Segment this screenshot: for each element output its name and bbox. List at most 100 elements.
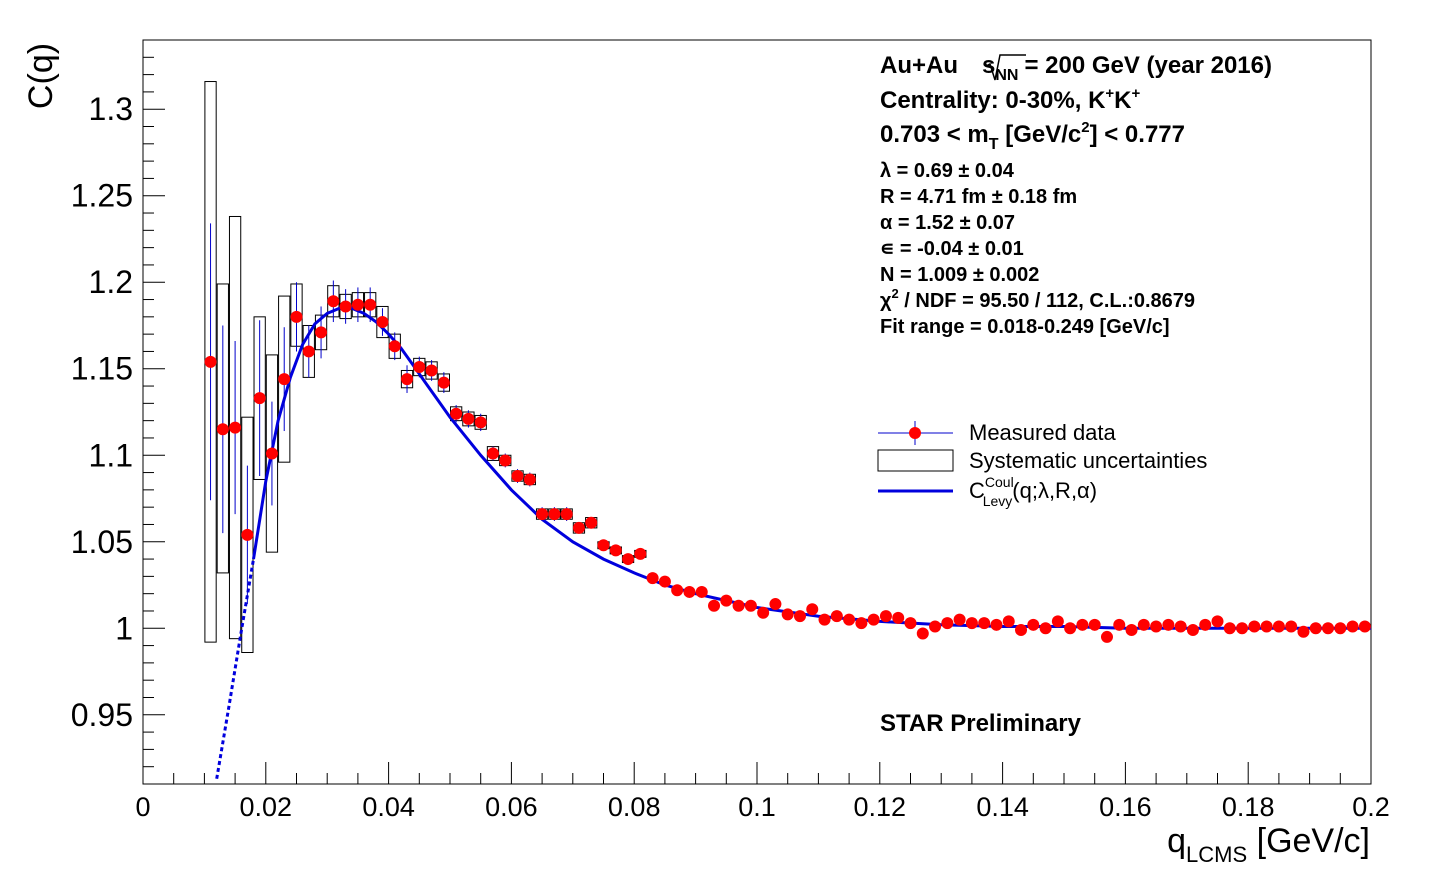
- data-point: [879, 610, 892, 623]
- plot-frame: [142, 39, 1372, 785]
- data-point: [658, 575, 671, 588]
- star-preliminary-label: STAR Preliminary: [880, 710, 1082, 737]
- x-tick-label: 0.1: [738, 792, 776, 822]
- sqrt-symbol: [985, 54, 1026, 81]
- data-point: [708, 599, 721, 612]
- x-tick-label: 0.2: [1352, 792, 1390, 822]
- axes: 0.95 1 1.05 1.1 1.15 1.2 1.25 1.3 0 0.02 0.04 0.06 0…: [71, 39, 1390, 822]
- data-point: [1236, 622, 1249, 635]
- data-point: [216, 423, 229, 436]
- data-point: [511, 470, 524, 483]
- legend-label-systematic: Systematic uncertainties: [969, 448, 1207, 473]
- data-point: [1346, 620, 1359, 633]
- data-point: [1211, 615, 1224, 628]
- fit-curve: [215, 306, 1371, 780]
- data-point: [1186, 624, 1199, 637]
- legend-systematic-box: [877, 449, 954, 472]
- data-point: [388, 340, 401, 353]
- data-point: [843, 613, 856, 626]
- x-tick-label: 0.06: [485, 792, 538, 822]
- data-point: [548, 508, 561, 521]
- data-point: [965, 617, 978, 630]
- data-point: [1322, 622, 1335, 635]
- data-point: [646, 572, 659, 585]
- data-point: [1260, 620, 1273, 633]
- data-point: [683, 585, 696, 598]
- data-point: [929, 620, 942, 633]
- data-point: [806, 603, 819, 616]
- data-point: [1039, 622, 1052, 635]
- data-point: [1223, 622, 1236, 635]
- info-line-system: Au+Au sNN = 200 GeV (year 2016): [880, 52, 1272, 84]
- data-point: [474, 416, 487, 429]
- x-tick-label: 0.04: [362, 792, 415, 822]
- x-tick-label: 0.18: [1222, 792, 1275, 822]
- data-point: [1297, 625, 1310, 638]
- data-point: [744, 599, 757, 612]
- data-point: [855, 617, 868, 630]
- data-point: [892, 611, 905, 624]
- data-point: [953, 613, 966, 626]
- data-point: [769, 598, 782, 611]
- data-point: [941, 617, 954, 630]
- data-point: [278, 373, 291, 386]
- param-alpha: α = 1.52 ± 0.07: [880, 212, 1015, 234]
- data-points: [204, 223, 1371, 643]
- data-point: [622, 553, 635, 566]
- data-point: [1248, 620, 1261, 633]
- data-point: [327, 295, 340, 308]
- data-point: [720, 594, 733, 607]
- data-point: [1174, 620, 1187, 633]
- x-tick-label: 0: [135, 792, 150, 822]
- data-point: [499, 454, 512, 467]
- data-point: [585, 516, 598, 529]
- data-point: [1309, 622, 1322, 635]
- data-point: [376, 316, 389, 329]
- data-point: [204, 355, 217, 368]
- data-point: [1088, 618, 1101, 631]
- param-fit-range: Fit range = 0.018-0.249 [GeV/c]: [880, 316, 1170, 338]
- data-point: [364, 298, 377, 311]
- x-tick-label: 0.12: [854, 792, 907, 822]
- data-point: [597, 539, 610, 552]
- data-point: [572, 521, 585, 534]
- x-tick-label: 0.14: [976, 792, 1029, 822]
- x-axis-label: qLCMS [GeV/c]: [1167, 822, 1370, 867]
- x-tick-label: 0.02: [240, 792, 293, 822]
- data-point: [1334, 622, 1347, 635]
- param-chi2: χ2 / NDF = 95.50 / 112, C.L.:0.8679: [880, 286, 1195, 312]
- data-point: [695, 585, 708, 598]
- data-point: [339, 300, 352, 313]
- param-epsilon: ∊ = -0.04 ± 0.01: [880, 238, 1024, 260]
- data-point: [265, 447, 278, 460]
- data-point: [1137, 618, 1150, 631]
- data-point: [830, 610, 843, 623]
- systematic-boxes: [204, 81, 647, 654]
- data-point: [990, 618, 1003, 631]
- data-point: [1027, 618, 1040, 631]
- legend-label-fit: CCoul Levy(q;λ,R,α): [969, 474, 1097, 509]
- info-block: Au+Au sNN = 200 GeV (year 2016) Centrality…: [880, 52, 1272, 338]
- info-line-mt: 0.703 < mT [GeV/c2] < 0.777: [880, 119, 1185, 153]
- data-point: [732, 599, 745, 612]
- x-tick-label: 0.16: [1099, 792, 1152, 822]
- plot-border: [142, 39, 1372, 785]
- y-tick-label: 1.25: [71, 178, 133, 214]
- data-point: [536, 508, 549, 521]
- param-N: N = 1.009 ± 0.002: [880, 264, 1039, 286]
- y-tick-label: 1.15: [71, 351, 133, 387]
- data-point: [253, 392, 266, 405]
- legend-data-marker: [909, 427, 921, 439]
- data-point: [1051, 615, 1064, 628]
- data-point: [241, 528, 254, 541]
- data-point: [904, 617, 917, 630]
- y-tick-label: 1.2: [89, 264, 133, 300]
- data-point: [1285, 620, 1298, 633]
- data-point: [1064, 622, 1077, 635]
- data-point: [978, 617, 991, 630]
- data-point: [867, 613, 880, 626]
- x-tick-label: 0.08: [608, 792, 661, 822]
- info-line-centrality: Centrality: 0-30%, K+K+: [880, 85, 1141, 114]
- data-point: [315, 326, 328, 339]
